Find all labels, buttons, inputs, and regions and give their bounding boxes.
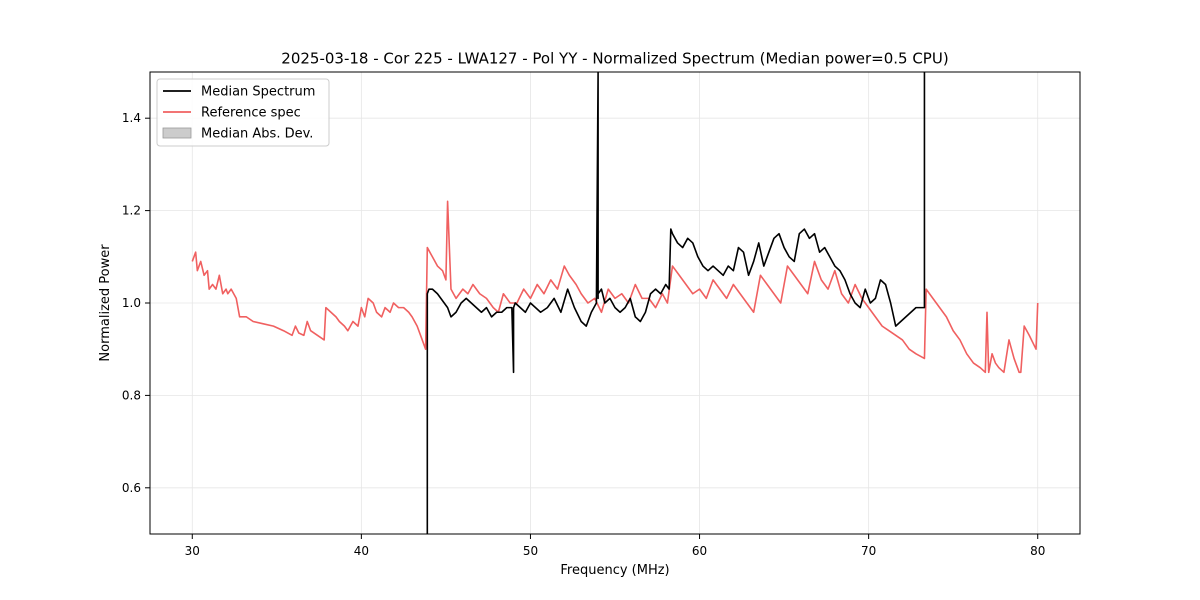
reference-spec-line xyxy=(191,200,1039,374)
x-tick-label: 80 xyxy=(1030,544,1045,558)
y-tick-label: 1.0 xyxy=(122,296,141,310)
y-axis-label: Normalized Power xyxy=(98,244,113,362)
y-tick-label: 0.6 xyxy=(122,481,141,495)
series-group xyxy=(191,72,1039,534)
legend-box xyxy=(156,78,330,147)
x-tick-label: 70 xyxy=(861,544,876,558)
legend-median-spectrum-label: Median Spectrum xyxy=(201,85,315,100)
x-tick-label: 40 xyxy=(354,544,369,558)
x-axis-label: Frequency (MHz) xyxy=(560,563,669,578)
legend-reference-spec-label: Reference spec xyxy=(201,106,301,121)
y-axis: 0.6 0.8 1.0 1.2 1.4 xyxy=(122,111,150,495)
x-axis: 30 40 50 60 70 80 xyxy=(185,534,1045,558)
y-tick-label: 1.2 xyxy=(122,204,141,218)
x-tick-label: 60 xyxy=(692,544,707,558)
legend: Median Spectrum Reference spec Median Abs.… xyxy=(156,78,330,147)
series-layer xyxy=(191,72,1039,534)
y-tick-label: 1.4 xyxy=(122,111,141,125)
chart-title: 2025-03-18 - Cor 225 - LWA127 - Pol YY -… xyxy=(281,50,948,68)
y-tick-label: 0.8 xyxy=(122,388,141,402)
legend-median-abs-dev--label: Median Abs. Dev. xyxy=(201,127,313,142)
legend-median-abs-dev--swatch xyxy=(162,127,192,139)
x-tick-label: 50 xyxy=(523,544,538,558)
x-tick-label: 30 xyxy=(185,544,200,558)
median-spectrum-line xyxy=(426,72,926,534)
